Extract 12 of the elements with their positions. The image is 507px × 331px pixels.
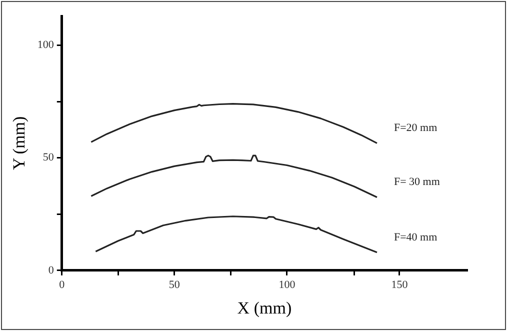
x-axis-title: X (mm) [237, 298, 292, 318]
y-tick-label: 0 [48, 264, 54, 276]
x-tick-label: 100 [278, 278, 296, 291]
y-axis-title: Y (mm) [10, 116, 29, 170]
series-label: F=20 mm [394, 122, 438, 134]
y-tick-label: 50 [42, 152, 54, 164]
x-tick-label: 0 [59, 278, 66, 291]
y-tick-label: 100 [37, 39, 54, 52]
series-label: F= 30 mm [394, 176, 440, 188]
x-tick-label: 150 [391, 278, 408, 291]
series-label: F=40 mm [394, 231, 438, 244]
x-tick-label: 50 [168, 278, 180, 291]
